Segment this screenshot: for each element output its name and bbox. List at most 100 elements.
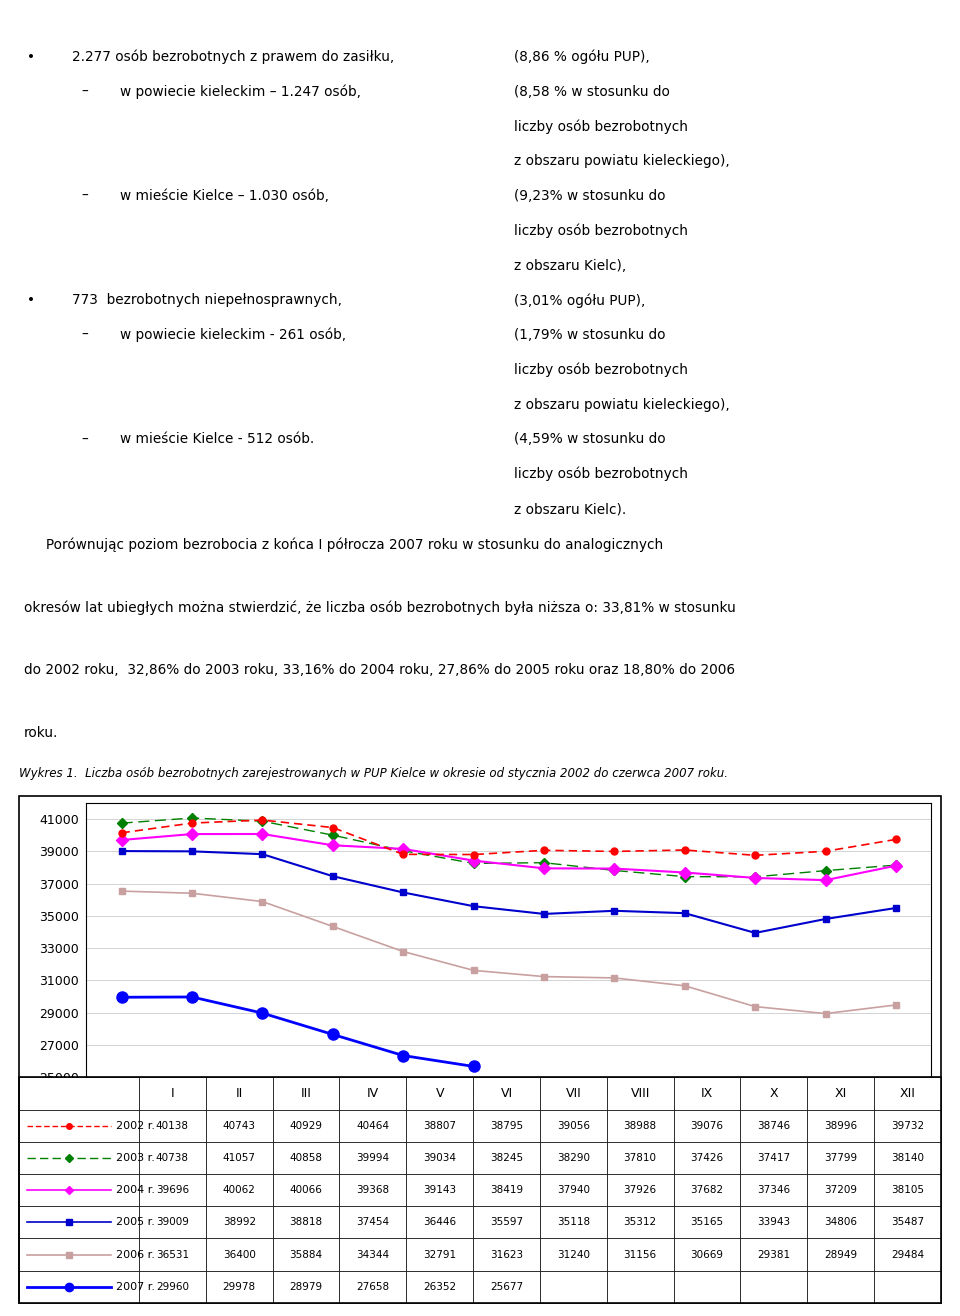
Text: 2003 r.: 2003 r. [116, 1153, 155, 1163]
Bar [139, 1174, 205, 1207]
Text: 38419: 38419 [490, 1186, 523, 1195]
Bar [607, 1271, 674, 1303]
Text: w powiecie kieleckim – 1.247 osób,: w powiecie kieleckim – 1.247 osób, [120, 84, 361, 99]
Text: 2005 r.: 2005 r. [116, 1217, 155, 1228]
Text: 37346: 37346 [757, 1186, 790, 1195]
Text: 31240: 31240 [557, 1249, 589, 1259]
Text: Porównując poziom bezrobocia z końca I półrocza 2007 roku w stosunku do analogic: Porównując poziom bezrobocia z końca I p… [24, 537, 663, 553]
Bar [674, 1174, 740, 1207]
Text: 39143: 39143 [423, 1186, 456, 1195]
Bar [340, 1238, 406, 1271]
Text: 37426: 37426 [690, 1153, 724, 1163]
Bar [740, 1109, 807, 1142]
Text: (3,01% ogółu PUP),: (3,01% ogółu PUP), [514, 293, 645, 308]
Text: VI: VI [500, 1087, 513, 1100]
Text: 39009: 39009 [156, 1217, 189, 1228]
Bar [139, 1078, 205, 1109]
Bar [874, 1238, 941, 1271]
Bar [740, 1207, 807, 1238]
Bar [807, 1078, 874, 1109]
Bar [205, 1207, 273, 1238]
Text: 26352: 26352 [423, 1282, 456, 1292]
Bar [340, 1271, 406, 1303]
Text: –: – [82, 433, 88, 446]
Bar [139, 1142, 205, 1174]
Text: liczby osób bezrobotnych: liczby osób bezrobotnych [514, 120, 687, 134]
Text: 35118: 35118 [557, 1217, 589, 1228]
Text: 29381: 29381 [757, 1249, 790, 1259]
Text: liczby osób bezrobotnych: liczby osób bezrobotnych [514, 467, 687, 482]
Text: 38992: 38992 [223, 1217, 255, 1228]
Text: I: I [171, 1087, 174, 1100]
Bar [406, 1142, 473, 1174]
Bar [674, 1078, 740, 1109]
Text: 38140: 38140 [891, 1153, 924, 1163]
Text: do 2002 roku,  32,86% do 2003 roku, 33,16% do 2004 roku, 27,86% do 2005 roku ora: do 2002 roku, 32,86% do 2003 roku, 33,16… [24, 663, 735, 676]
Bar [540, 1109, 607, 1142]
Bar [406, 1271, 473, 1303]
Text: 37799: 37799 [824, 1153, 857, 1163]
Bar [139, 1238, 205, 1271]
Text: 2007 r.: 2007 r. [116, 1282, 155, 1292]
Bar [607, 1078, 674, 1109]
Text: okresów lat ubiegłych można stwierdzić, że liczba osób bezrobotnych była niższa : okresów lat ubiegłych można stwierdzić, … [24, 600, 735, 615]
Text: 40138: 40138 [156, 1121, 189, 1130]
Bar [874, 1271, 941, 1303]
Text: 31156: 31156 [624, 1249, 657, 1259]
Bar [674, 1271, 740, 1303]
Text: 29978: 29978 [223, 1282, 255, 1292]
Text: w mieście Kielce – 1.030 osób,: w mieście Kielce – 1.030 osób, [120, 190, 329, 203]
Bar [406, 1238, 473, 1271]
Bar [205, 1109, 273, 1142]
Bar [740, 1174, 807, 1207]
Text: –: – [82, 328, 88, 342]
Bar [473, 1142, 540, 1174]
Bar [19, 1271, 139, 1303]
Bar [874, 1109, 941, 1142]
Bar [473, 1271, 540, 1303]
Text: 36400: 36400 [223, 1249, 255, 1259]
Text: 37810: 37810 [624, 1153, 657, 1163]
Text: 38795: 38795 [490, 1121, 523, 1130]
Text: 40464: 40464 [356, 1121, 390, 1130]
Bar [607, 1142, 674, 1174]
Bar [19, 1207, 139, 1238]
Bar [273, 1078, 340, 1109]
Bar [540, 1207, 607, 1238]
Text: 40743: 40743 [223, 1121, 255, 1130]
Bar [807, 1142, 874, 1174]
Text: 35165: 35165 [690, 1217, 724, 1228]
Bar [273, 1271, 340, 1303]
Bar [674, 1238, 740, 1271]
Text: VIII: VIII [631, 1087, 650, 1100]
Bar [540, 1238, 607, 1271]
Text: 38290: 38290 [557, 1153, 589, 1163]
Text: 40858: 40858 [290, 1153, 323, 1163]
Bar [406, 1078, 473, 1109]
Bar [473, 1238, 540, 1271]
Text: 29960: 29960 [156, 1282, 189, 1292]
Bar [139, 1109, 205, 1142]
Bar [874, 1142, 941, 1174]
Bar [273, 1207, 340, 1238]
Text: 38746: 38746 [757, 1121, 790, 1130]
Text: 27658: 27658 [356, 1282, 390, 1292]
Text: 31623: 31623 [490, 1249, 523, 1259]
Text: 35312: 35312 [624, 1217, 657, 1228]
Bar [607, 1109, 674, 1142]
Bar [406, 1207, 473, 1238]
Text: 39034: 39034 [423, 1153, 456, 1163]
Bar [273, 1238, 340, 1271]
Bar [340, 1142, 406, 1174]
Bar [473, 1207, 540, 1238]
Bar [607, 1174, 674, 1207]
Bar [406, 1174, 473, 1207]
Text: 35884: 35884 [290, 1249, 323, 1259]
Bar [740, 1271, 807, 1303]
Text: 40066: 40066 [290, 1186, 323, 1195]
Bar [874, 1207, 941, 1238]
Text: 37209: 37209 [824, 1186, 857, 1195]
Bar [205, 1142, 273, 1174]
Text: z obszaru powiatu kieleckiego),: z obszaru powiatu kieleckiego), [514, 154, 730, 168]
Text: 39056: 39056 [557, 1121, 589, 1130]
